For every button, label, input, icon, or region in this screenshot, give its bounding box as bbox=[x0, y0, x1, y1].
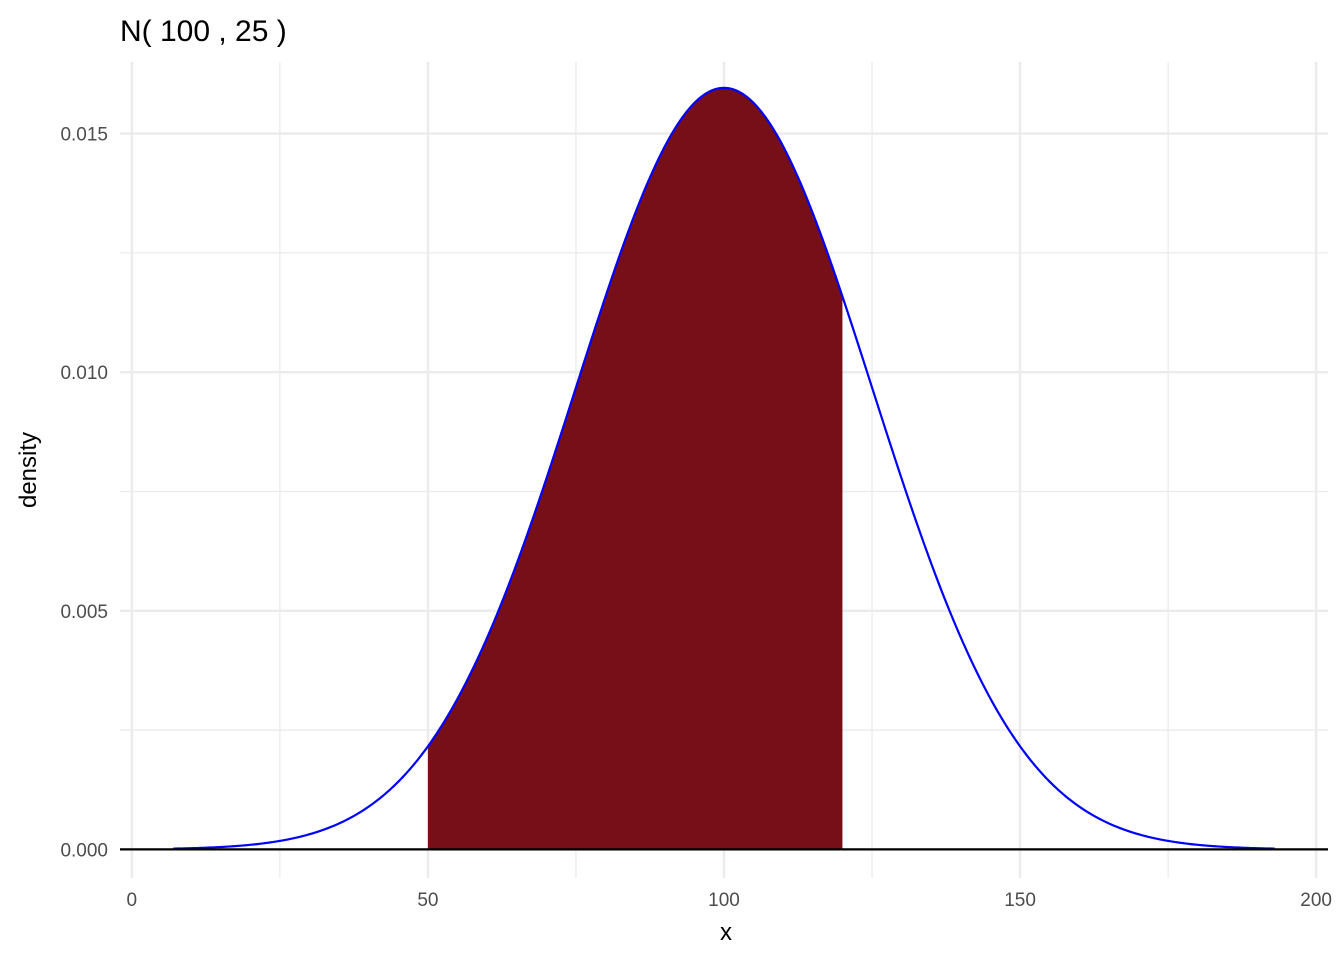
x-axis-ticks: 0 50 100 150 200 bbox=[127, 890, 1332, 911]
y-tick-label: 0.005 bbox=[60, 602, 108, 623]
x-tick-label: 150 bbox=[1004, 890, 1036, 911]
x-tick-label: 200 bbox=[1300, 890, 1332, 911]
x-tick-label: 0 bbox=[127, 890, 138, 911]
y-axis-ticks: 0.000 0.005 0.010 0.015 bbox=[60, 125, 108, 862]
x-tick-label: 50 bbox=[417, 890, 438, 911]
chart-title: N( 100 , 25 ) bbox=[120, 15, 287, 48]
y-tick-label: 0.000 bbox=[60, 840, 108, 861]
density-curve bbox=[173, 86, 1275, 850]
density-curve-layer bbox=[173, 86, 1275, 850]
x-axis-title: x bbox=[720, 919, 732, 946]
y-tick-label: 0.015 bbox=[60, 125, 108, 146]
y-axis-title: density bbox=[15, 432, 42, 508]
shaded-area-layer bbox=[427, 87, 843, 850]
y-tick-label: 0.010 bbox=[60, 363, 108, 384]
shaded-area bbox=[427, 87, 843, 850]
x-tick-label: 100 bbox=[708, 890, 740, 911]
